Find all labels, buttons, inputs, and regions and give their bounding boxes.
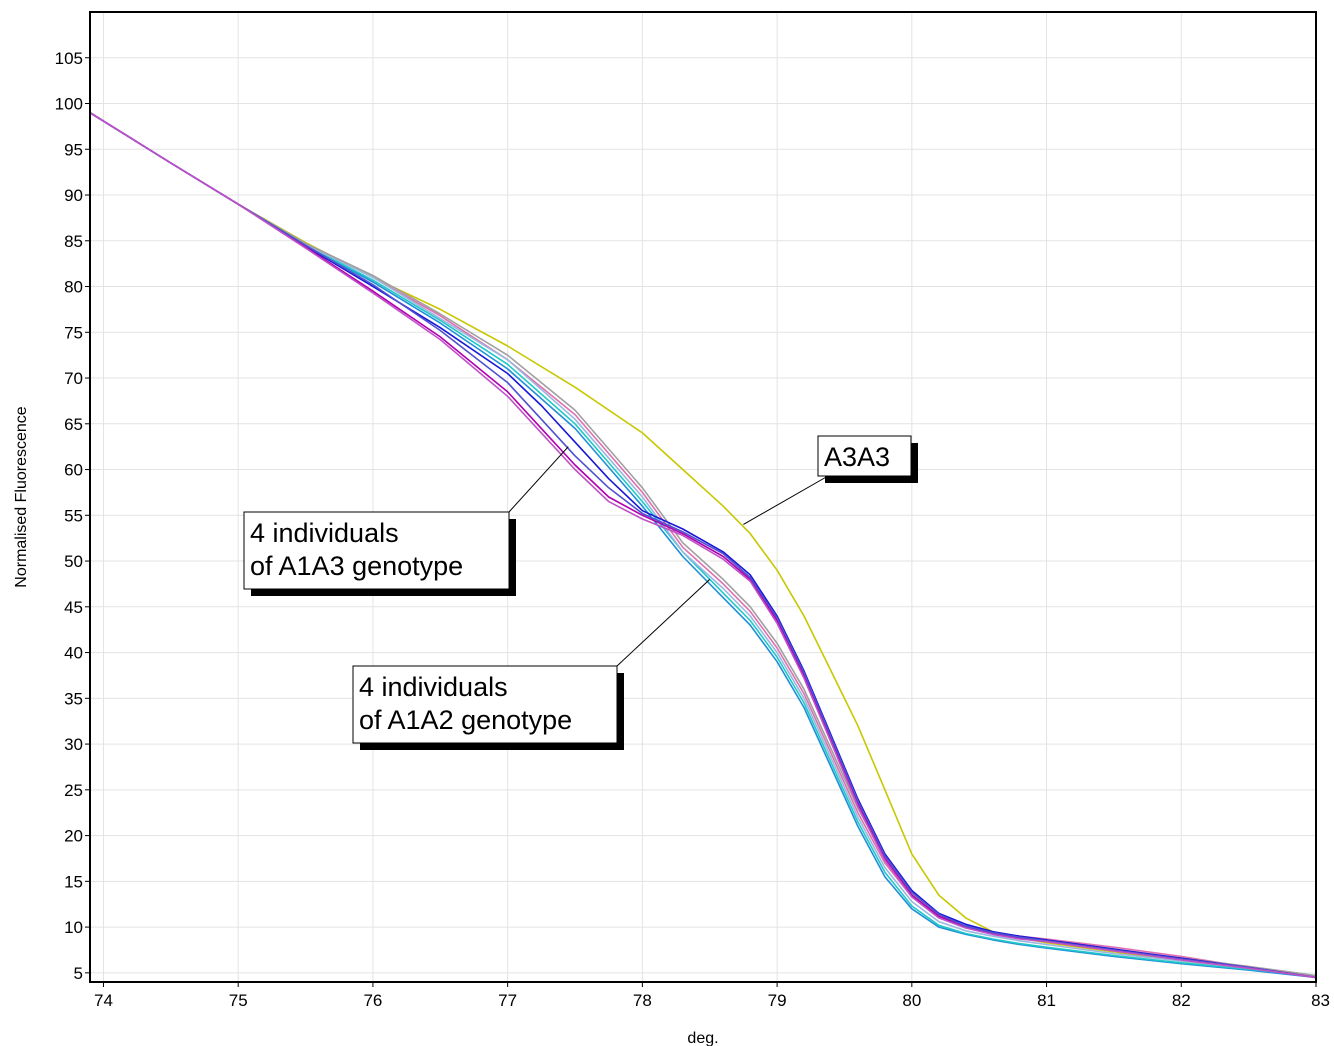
annotation-text: of A1A2 genotype xyxy=(359,705,572,735)
y-tick-label: 90 xyxy=(64,186,83,205)
plot-frame xyxy=(89,11,1317,983)
x-tick-label: 74 xyxy=(94,991,113,1010)
series-line-9 xyxy=(89,112,1317,979)
y-tick-label: 35 xyxy=(64,689,83,708)
series-line-5 xyxy=(89,112,1317,978)
grid xyxy=(90,12,1317,982)
y-tick-label: 60 xyxy=(64,461,83,480)
y-tick-label: 55 xyxy=(64,506,83,525)
x-tick-label: 75 xyxy=(229,991,248,1010)
annotation-box xyxy=(817,435,912,477)
y-tick-label: 25 xyxy=(64,781,83,800)
plot-background xyxy=(90,12,1316,982)
annotation-text: 4 individuals xyxy=(359,672,508,702)
x-tick-label: 76 xyxy=(363,991,382,1010)
y-tick-label: 40 xyxy=(64,644,83,663)
annotation-text: of A1A3 genotype xyxy=(250,551,463,581)
series-group xyxy=(89,112,1317,979)
x-tick-label: 80 xyxy=(902,991,921,1010)
y-tick-label: 100 xyxy=(55,95,83,114)
y-tick-label: 85 xyxy=(64,232,83,251)
annotation-leader xyxy=(616,578,711,667)
y-tick-label: 80 xyxy=(64,278,83,297)
y-tick-label: 45 xyxy=(64,598,83,617)
y-tick-label: 50 xyxy=(64,552,83,571)
y-tick-label: 5 xyxy=(74,964,83,983)
x-tick-label: 82 xyxy=(1172,991,1191,1010)
y-axis: 5 10 15 20 25 30 35 40 45 50 55 60 65 70 75 80 85 90 95 100… xyxy=(55,49,90,983)
y-tick-label: 95 xyxy=(64,140,83,159)
y-tick-label: 70 xyxy=(64,369,83,388)
x-tick-label: 78 xyxy=(633,991,652,1010)
annotation-leader xyxy=(743,475,829,525)
series-line-2 xyxy=(89,112,1317,979)
y-tick-label: 65 xyxy=(64,415,83,434)
x-tick-label: 79 xyxy=(768,991,787,1010)
series-line-3 xyxy=(89,112,1317,978)
x-tick-label: 83 xyxy=(1311,991,1330,1010)
y-tick-label: 20 xyxy=(64,827,83,846)
y-tick-label: 30 xyxy=(64,735,83,754)
x-axis-label: deg. xyxy=(687,1030,718,1046)
annotation-box xyxy=(352,665,618,744)
annotation-text: A3A3 xyxy=(824,442,890,472)
x-axis: 74 75 76 77 78 79 80 81 82 83 xyxy=(94,982,1330,1010)
y-tick-label: 75 xyxy=(64,323,83,342)
series-line-7 xyxy=(89,112,1317,979)
annotation-box xyxy=(243,511,510,590)
x-tick-label: 81 xyxy=(1037,991,1056,1010)
y-tick-label: 15 xyxy=(64,872,83,891)
y-tick-label: 10 xyxy=(64,918,83,937)
annotation-text: 4 individuals xyxy=(250,518,399,548)
y-axis-label: Normalised Fluorescence xyxy=(13,406,30,588)
x-tick-label: 77 xyxy=(498,991,517,1010)
y-tick-label: 105 xyxy=(55,49,83,68)
annotation-leaders xyxy=(508,446,829,667)
annotation-leader xyxy=(508,446,569,513)
series-line-10 xyxy=(89,112,1317,979)
